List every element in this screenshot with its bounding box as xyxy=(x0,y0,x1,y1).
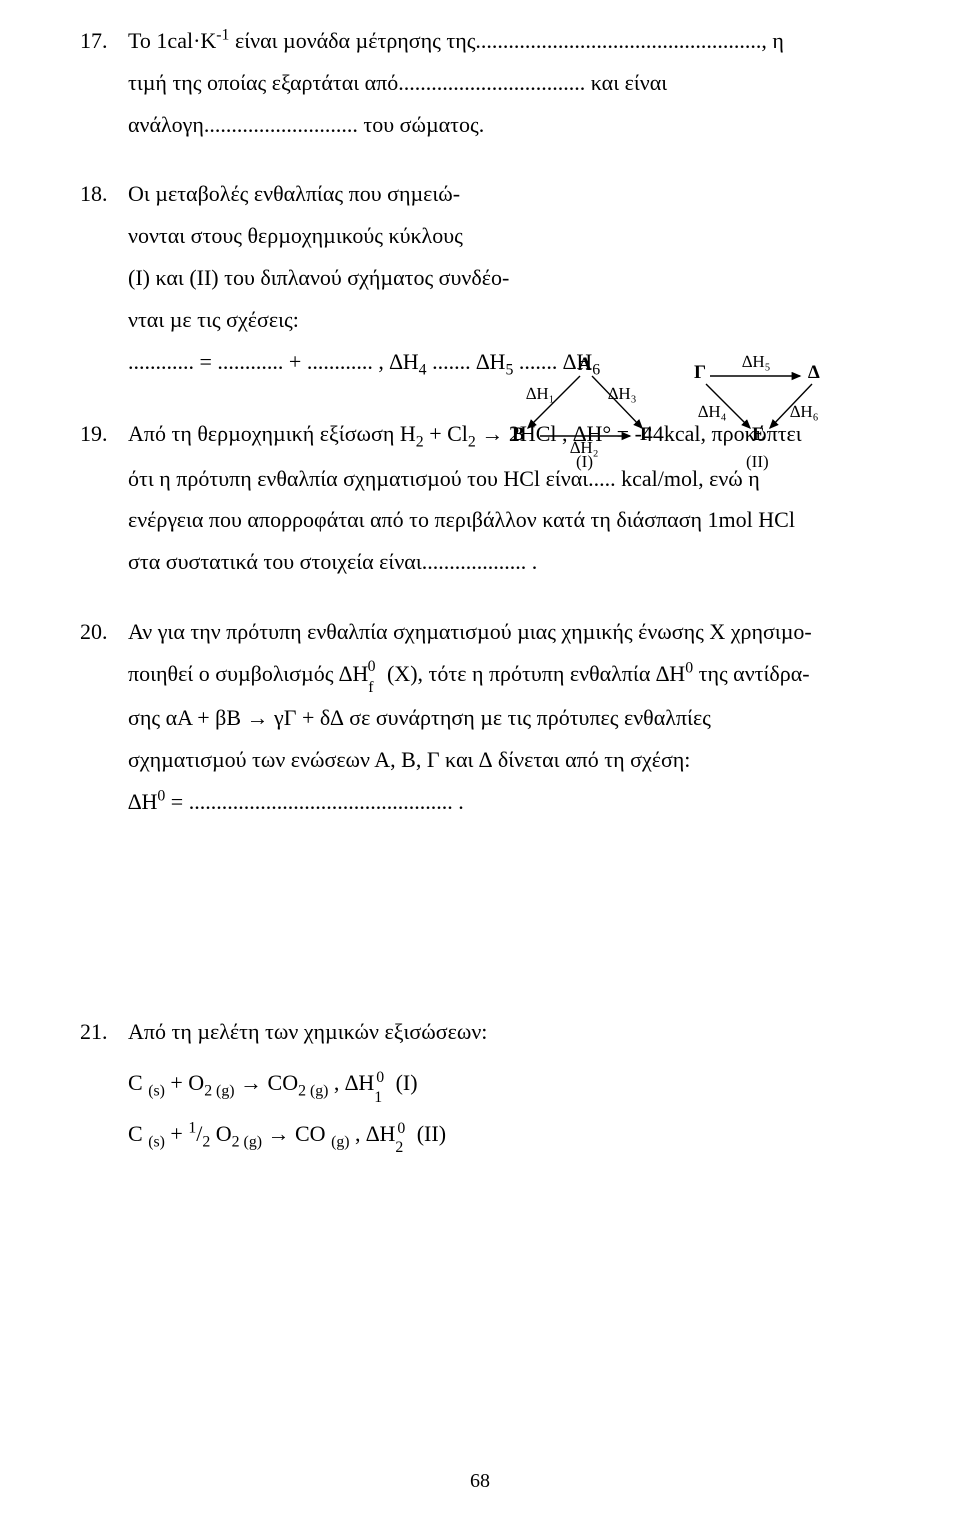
text: → CO xyxy=(268,1121,332,1146)
text: 2 (g) xyxy=(204,1083,234,1100)
question-21: 21. Από τη µελέτη των χηµικών εξισώσεων: xyxy=(80,1011,890,1053)
page-number: 68 xyxy=(0,1470,960,1493)
text: 0 xyxy=(685,659,693,676)
equation-1: C (s) + O2 (g) → CO2 (g) , ∆Η10 (Ι) xyxy=(128,1062,890,1106)
dH3-label: ∆Η₃ xyxy=(608,384,637,404)
text: στα συστατικά του στοιχεία είναι........… xyxy=(128,549,537,574)
question-number: 17. xyxy=(80,20,128,145)
question-17: 17. Το 1cal·K-1 είναι µονάδα µέτρησης τη… xyxy=(80,20,890,145)
dH1-label: ∆Η₁ xyxy=(526,384,555,404)
text: νονται στους θερµοχηµικούς κύκλους xyxy=(128,223,463,248)
text: , xyxy=(355,1121,366,1146)
text: ∆Η xyxy=(339,661,368,686)
text: 0 xyxy=(397,1120,405,1137)
text: → 2HCl , ∆Η° = -44kcal, προκύπτει xyxy=(476,421,802,446)
text: ανάλογη............................ του … xyxy=(128,112,484,137)
text: + Cl xyxy=(424,421,468,446)
question-19: 19. Από τη θερµοχηµική εξίσωση Η2 + Cl2 … xyxy=(80,413,890,583)
text: (ΙΙ) xyxy=(417,1121,446,1146)
text: (s) xyxy=(148,1083,165,1100)
text: της αντίδρα- xyxy=(693,661,810,686)
text: ....... ∆Η xyxy=(519,349,592,374)
question-body: Το 1cal·K-1 είναι µονάδα µέτρησης της...… xyxy=(128,20,890,145)
text: ............ = ............ + ..........… xyxy=(128,349,419,374)
question-number: 21. xyxy=(80,1011,128,1053)
text: 2 xyxy=(416,433,424,450)
text: ....... ∆Η xyxy=(432,349,505,374)
text: C xyxy=(128,1070,148,1095)
text: 1 xyxy=(188,1120,196,1137)
text: σης αΑ + βΒ → γΓ + δ∆ σε συνάρτηση µε τι… xyxy=(128,705,711,730)
text: + O xyxy=(170,1070,204,1095)
question-number: 18. xyxy=(80,173,128,385)
question-body: Οι µεταβολές ενθαλπίας που σηµειώ- νοντα… xyxy=(128,173,890,385)
text: f xyxy=(368,679,373,696)
text: 2 xyxy=(468,433,476,450)
text: 2 xyxy=(202,1133,210,1150)
text: -1 xyxy=(216,27,229,44)
text: 2 (g) xyxy=(232,1133,262,1150)
text: (Ι) xyxy=(396,1070,418,1095)
text: 6 xyxy=(592,361,600,378)
equation-2: C (s) + 1/2 O2 (g) → CO (g) , ∆Η20 (ΙΙ) xyxy=(128,1113,890,1157)
text: ότι η πρότυπη ενθαλπία σχηµατισµού του H… xyxy=(128,466,760,491)
text: 2 (g) xyxy=(298,1083,328,1100)
text: 0 xyxy=(368,658,376,675)
text: ∆Η xyxy=(345,1070,374,1095)
text: τιµή της οποίας εξαρτάται από...........… xyxy=(128,70,667,95)
text: , xyxy=(334,1070,345,1095)
text: (s) xyxy=(148,1133,165,1150)
question-body: Αν για την πρότυπη ενθαλπία σχηµατισµού … xyxy=(128,611,890,823)
text: → CO xyxy=(240,1070,298,1095)
question-18: 18. Οι µεταβολές ενθαλπίας που σηµειώ- ν… xyxy=(80,173,890,385)
text: ∆Η xyxy=(366,1121,395,1146)
text: 0 xyxy=(376,1069,384,1086)
text: σχηµατισµού των ενώσεων Α, Β, Γ και ∆ δί… xyxy=(128,747,690,772)
text: Από τη µελέτη των χηµικών εξισώσεων: xyxy=(128,1019,487,1044)
question-body: Από τη µελέτη των χηµικών εξισώσεων: xyxy=(128,1011,890,1053)
text: (Ι) και (ΙΙ) του διπλανού σχήµατος συνδέ… xyxy=(128,265,509,290)
text: 5 xyxy=(505,361,513,378)
text: 1 xyxy=(374,1089,382,1106)
text: Οι µεταβολές ενθαλπίας που σηµειώ- xyxy=(128,181,460,206)
text: 4 xyxy=(419,361,427,378)
text: ενέργεια που απορροφάται από το περιβάλλ… xyxy=(128,507,795,532)
text: ποιηθεί ο συµβολισµός xyxy=(128,661,339,686)
text: Αν για την πρότυπη ενθαλπία σχηµατισµού … xyxy=(128,619,812,644)
text: 2 xyxy=(395,1139,403,1156)
text: Από τη θερµοχηµική εξίσωση Η xyxy=(128,421,416,446)
text: (g) xyxy=(331,1133,349,1150)
text: C xyxy=(128,1121,148,1146)
text: ∆Η xyxy=(128,789,157,814)
text: (Χ), τότε η πρότυπη ενθαλπία ∆Η xyxy=(387,661,685,686)
question-number: 20. xyxy=(80,611,128,823)
question-20: 20. Αν για την πρότυπη ενθαλπία σχηµατισ… xyxy=(80,611,890,823)
text: Το 1cal·K xyxy=(128,28,216,53)
question-number: 19. xyxy=(80,413,128,583)
text: είναι µονάδα µέτρησης της...............… xyxy=(229,28,783,53)
question-body: Από τη θερµοχηµική εξίσωση Η2 + Cl2 → 2H… xyxy=(128,413,890,583)
text: = ......................................… xyxy=(165,789,463,814)
text: + xyxy=(170,1121,188,1146)
text: νται µε τις σχέσεις: xyxy=(128,307,299,332)
text: O xyxy=(216,1121,232,1146)
